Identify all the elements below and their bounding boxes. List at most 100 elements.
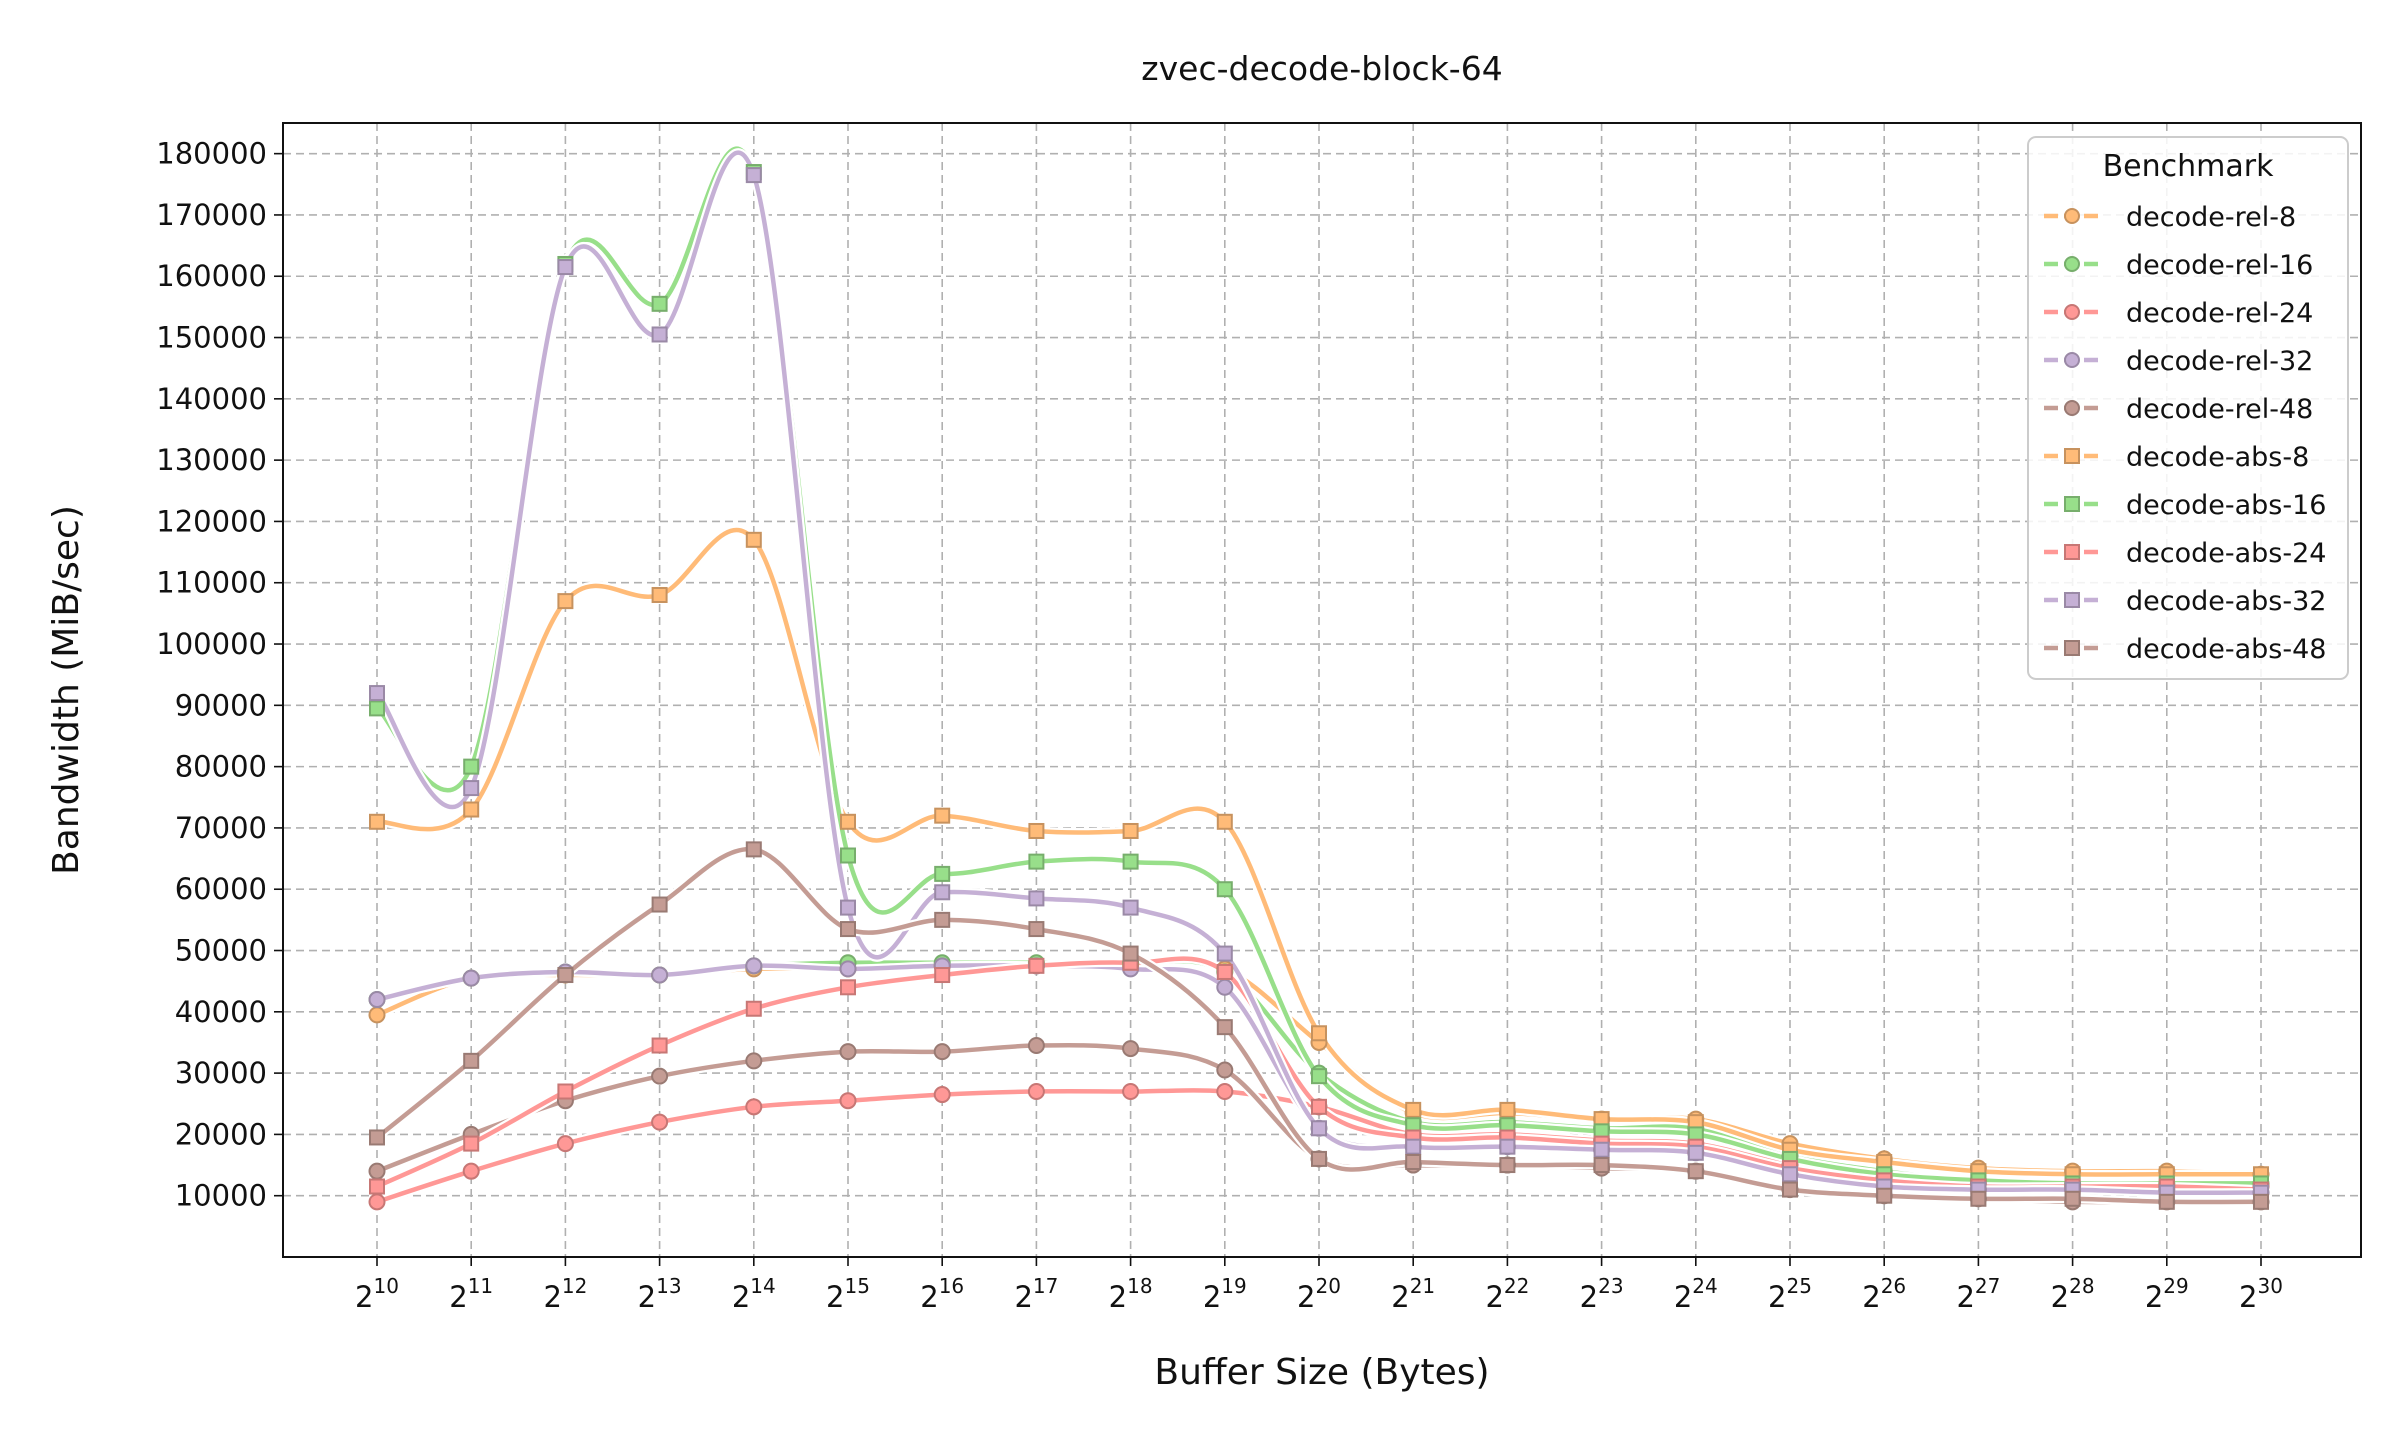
data-point	[651, 1037, 668, 1054]
legend-label: decode-rel-16	[2126, 250, 2313, 281]
data-point	[1028, 853, 1045, 870]
data-point	[1216, 1061, 1234, 1079]
y-tick-label: 120000	[156, 504, 267, 538]
data-point	[368, 991, 386, 1009]
data-point	[1405, 1138, 1422, 1155]
data-point	[369, 813, 385, 830]
legend-item: decode-rel-32	[2044, 346, 2313, 377]
data-point	[1970, 1190, 1987, 1207]
data-point	[2253, 1193, 2269, 1210]
legend-label: decode-abs-24	[2126, 538, 2326, 569]
x-tick-label: 223	[1580, 1274, 1624, 1314]
data-point	[840, 899, 856, 916]
legend-label: decode-rel-24	[2126, 298, 2313, 329]
data-point	[463, 801, 480, 818]
x-tick-label: 229	[2145, 1274, 2189, 1314]
legend-item: decode-abs-48	[2044, 634, 2326, 665]
data-point	[463, 780, 480, 797]
legend-label: decode-rel-8	[2126, 202, 2296, 233]
data-point	[651, 326, 668, 343]
data-point	[1027, 1082, 1045, 1100]
data-point	[556, 1135, 574, 1153]
x-tick-label: 222	[1485, 1274, 1529, 1314]
data-point	[839, 1043, 857, 1061]
legend-title: Benchmark	[2103, 149, 2275, 184]
legend-item: decode-rel-8	[2044, 202, 2296, 233]
x-tick-label: 213	[638, 1274, 682, 1314]
y-tick-label: 140000	[156, 382, 267, 416]
data-point	[369, 700, 385, 717]
data-point	[1027, 1037, 1045, 1055]
x-tick-label: 220	[1297, 1274, 1341, 1314]
x-tick-label: 225	[1768, 1274, 1812, 1314]
y-axis-ticks: 10000 20000 30000 40000 50000 60000 70000 80000…	[156, 137, 283, 1213]
y-tick-label: 10000	[175, 1179, 267, 1213]
legend-box	[2027, 136, 2349, 680]
data-point	[651, 1067, 669, 1085]
x-tick-label: 214	[732, 1274, 776, 1314]
legend-label: decode-abs-16	[2126, 490, 2326, 521]
data-point	[745, 957, 763, 975]
legend-marker	[2064, 400, 2080, 416]
x-tick-label: 228	[2051, 1274, 2095, 1314]
data-point	[1216, 881, 1233, 898]
data-point	[934, 865, 951, 882]
data-point	[840, 979, 856, 996]
data-point	[933, 1043, 951, 1061]
data-point	[1122, 853, 1139, 870]
data-point	[1499, 1138, 1516, 1155]
legend-label: decode-abs-32	[2126, 586, 2326, 617]
data-point	[1499, 1157, 1516, 1174]
data-point	[1122, 1082, 1140, 1100]
y-tick-label: 170000	[156, 198, 267, 232]
y-tick-label: 60000	[175, 872, 267, 906]
data-point	[840, 921, 856, 938]
x-tick-label: 216	[920, 1274, 964, 1314]
data-point	[2158, 1193, 2175, 1210]
y-tick-label: 20000	[175, 1117, 267, 1151]
series-line	[374, 150, 2264, 1196]
data-point	[1216, 1019, 1233, 1036]
data-point	[651, 586, 668, 603]
legend-item: decode-rel-16	[2044, 250, 2313, 281]
x-tick-label: 211	[449, 1274, 493, 1314]
data-point	[1593, 1141, 1610, 1158]
series-markers	[368, 164, 2270, 1211]
legend-marker	[2064, 352, 2080, 368]
data-point	[557, 593, 574, 610]
legend-item: decode-abs-16	[2044, 490, 2326, 521]
x-tick-label: 217	[1014, 1274, 1058, 1314]
data-point	[840, 813, 856, 830]
legend-label: decode-rel-32	[2126, 346, 2313, 377]
x-tick-label: 215	[826, 1274, 870, 1314]
data-point	[1405, 1101, 1422, 1118]
data-point	[369, 1129, 385, 1146]
data-point	[1028, 957, 1045, 974]
data-point	[651, 295, 668, 312]
legend-marker	[2064, 544, 2080, 560]
data-point	[463, 1135, 480, 1152]
legend-item: decode-abs-32	[2044, 586, 2326, 617]
data-point	[934, 967, 951, 984]
data-point	[2064, 1190, 2081, 1207]
x-tick-label: 212	[543, 1274, 587, 1314]
data-point	[368, 1193, 386, 1211]
x-tick-label: 221	[1391, 1274, 1435, 1314]
y-tick-label: 30000	[175, 1056, 267, 1090]
y-tick-label: 130000	[156, 443, 267, 477]
data-point	[369, 685, 385, 702]
legend-item: decode-abs-8	[2044, 442, 2309, 473]
data-point	[368, 1006, 386, 1024]
data-point	[557, 1083, 574, 1100]
data-point	[1687, 1144, 1704, 1161]
x-tick-label: 219	[1203, 1274, 1247, 1314]
data-point	[1028, 921, 1045, 938]
x-tick-label: 230	[2239, 1274, 2283, 1314]
x-axis-ticks: 210 211 212 213 214 215 216 217 218 219 220 221 222 2…	[355, 1257, 2283, 1314]
data-point	[1216, 978, 1234, 996]
legend-label: decode-abs-8	[2126, 442, 2309, 473]
data-point	[369, 1178, 385, 1195]
data-point	[934, 884, 951, 901]
x-tick-label: 226	[1862, 1274, 1906, 1314]
data-point	[839, 960, 857, 978]
